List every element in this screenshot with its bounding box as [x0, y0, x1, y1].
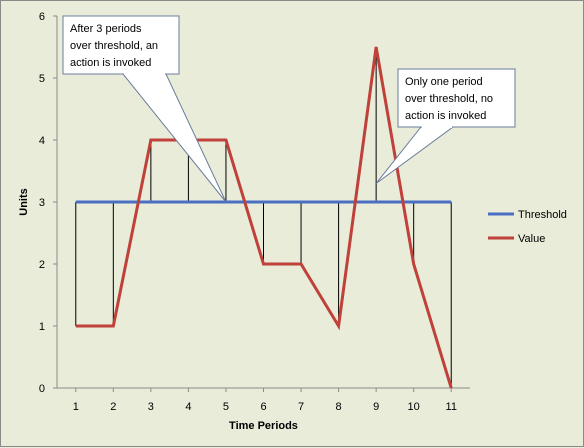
callout-text-line: over threshold, an: [70, 40, 158, 52]
x-tick-label: 5: [223, 401, 229, 413]
x-tick-label: 11: [446, 401, 457, 413]
x-tick-label: 9: [373, 401, 379, 413]
legend-label-value: Value: [518, 233, 545, 245]
y-tick-label: 6: [39, 11, 45, 23]
x-tick-label: 6: [260, 401, 266, 413]
callout-text-line: Only one period: [405, 76, 483, 88]
x-axis-title: Time Periods: [229, 420, 298, 432]
y-tick-label: 3: [39, 197, 45, 209]
callout-box: [62, 15, 180, 75]
x-tick-label: 8: [336, 401, 342, 413]
callout-box: [397, 68, 516, 128]
legend-label-threshold: Threshold: [518, 209, 567, 221]
x-tick-label: 1: [73, 401, 79, 413]
x-tick-label: 2: [110, 401, 116, 413]
series-line-value: [75, 46, 453, 389]
x-tick-label: 10: [408, 401, 420, 413]
callout-text-line: action is invoked: [405, 110, 486, 122]
callout-text-line: over threshold, no: [405, 93, 493, 105]
callout-pointer: [121, 73, 227, 203]
y-tick-label: 2: [39, 259, 45, 271]
y-tick-label: 4: [39, 135, 45, 147]
callout-text-line: After 3 periods: [70, 23, 142, 35]
y-axis-title: Units: [18, 188, 30, 216]
x-tick-label: 3: [148, 401, 154, 413]
y-tick-label: 0: [39, 383, 45, 395]
x-tick-label: 4: [185, 401, 191, 413]
x-tick-label: 7: [298, 401, 304, 413]
callout-pointer: [375, 126, 455, 184]
y-tick-label: 1: [39, 321, 45, 333]
y-tick-label: 5: [39, 73, 45, 85]
callout-text-line: action is invoked: [70, 57, 151, 69]
